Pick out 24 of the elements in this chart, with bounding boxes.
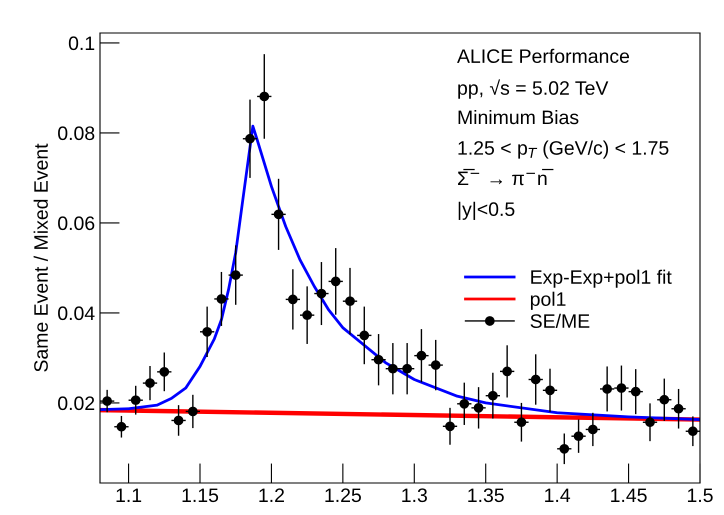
x-tick-label: 1.1 [116,488,142,502]
x-tick-label: 1.2 [259,488,284,502]
y-tick-label: 0.04 [58,306,95,320]
legend-label: Exp-Exp+pol1 fit [531,270,672,288]
x-tick-label: 1.3 [402,488,427,502]
annotation: 1.25 < p$_{T}$ (GeV/c) < 1.75 [458,140,668,159]
y-tick-label: 0.02 [58,396,94,410]
legend-label: SE/ME [530,314,590,328]
x-tick-label: 1.5 [688,488,713,502]
y-axis-title: Same Event / Mixed Event [34,144,48,372]
x-tick-label: 1.15 [182,488,218,502]
annotation: Minimum Bias [458,110,578,124]
x-tick-label: 1.45 [611,488,647,502]
annotation: |y|<0.5 [458,202,514,220]
y-tick-label: 0.08 [58,126,94,140]
x-tick-label: 1.35 [468,488,504,502]
x-tick-label: 1.4 [545,488,570,502]
y-tick-label: 0.1 [68,36,94,50]
annotation: ALICE Performance [457,48,630,64]
x-tick-label: 1.25 [325,488,361,502]
annotation: pp, √s = 5.02 TeV [458,79,608,99]
y-tick-label: 0.06 [58,216,94,230]
annotation: Σ̅$^{−}$ → π$^{−}$n̅ [458,168,554,186]
legend-label: pol1 [530,292,566,310]
